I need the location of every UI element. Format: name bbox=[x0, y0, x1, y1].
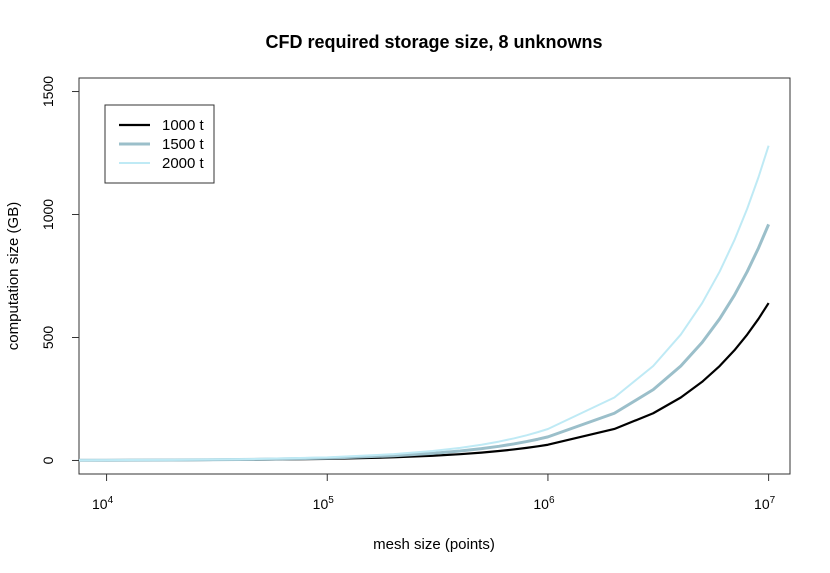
y-tick-label-4: 1500 bbox=[40, 76, 56, 107]
chart-title: CFD required storage size, 8 unknowns bbox=[265, 32, 602, 52]
y-tick-label-3: 1000 bbox=[40, 199, 56, 230]
legend: 1000 t 1500 t 2000 t bbox=[104, 104, 215, 184]
axis-layer: 104 105 106 107 0 500 1000 1500 bbox=[40, 76, 776, 512]
x-tick-label-4: 107 bbox=[754, 495, 776, 512]
plot-frame bbox=[78, 77, 791, 475]
y-axis-label: computation size (GB) bbox=[5, 202, 22, 350]
legend-label-2: 1500 t bbox=[162, 136, 205, 153]
y-tick-label-2: 500 bbox=[40, 326, 56, 350]
series-line-3 bbox=[78, 145, 770, 462]
series-line-2 bbox=[78, 223, 770, 462]
legend-label-3: 2000 t bbox=[162, 155, 205, 172]
series-layer bbox=[78, 145, 770, 462]
y-tick-label-1: 0 bbox=[40, 456, 56, 464]
legend-label-1: 1000 t bbox=[162, 117, 205, 134]
x-tick-label-3: 106 bbox=[533, 495, 555, 512]
x-tick-label-2: 105 bbox=[313, 495, 335, 512]
x-axis-label: mesh size (points) bbox=[373, 536, 495, 553]
x-tick-label-1: 104 bbox=[92, 495, 114, 512]
series-line-1 bbox=[78, 302, 770, 462]
